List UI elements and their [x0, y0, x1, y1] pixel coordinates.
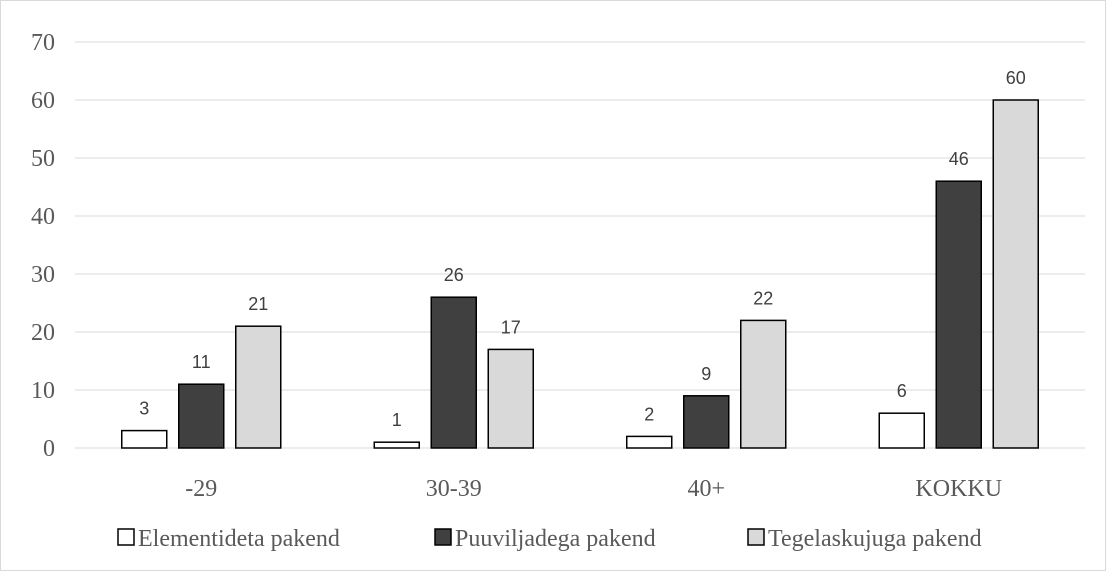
legend-swatch	[117, 528, 135, 546]
y-tick-label: 40	[31, 204, 55, 230]
data-label: 2	[644, 404, 654, 424]
y-tick-label: 70	[31, 30, 55, 56]
y-axis-ticks: 0 10 20 30 40 50 60 70	[31, 30, 55, 462]
data-label: 9	[701, 364, 711, 384]
y-tick-label: 30	[31, 262, 55, 288]
x-tick-label: 30-39	[426, 476, 482, 502]
data-label: 26	[444, 265, 464, 285]
data-labels: 3 11 21 1 26 17 2 9 22 6 46 60	[139, 68, 1026, 430]
x-tick-label: KOKKU	[915, 476, 1002, 502]
bar	[992, 99, 1039, 449]
legend-swatch	[747, 528, 765, 546]
data-label: 21	[248, 294, 268, 314]
x-axis-ticks: -29 30-39 40+ KOKKU	[185, 476, 1002, 502]
bar	[740, 319, 787, 449]
legend: Elementideta pakend Puuviljadega pakend Te…	[117, 526, 982, 552]
bar	[430, 296, 477, 449]
data-label: 11	[192, 352, 211, 372]
bar	[878, 412, 925, 449]
data-label: 46	[949, 149, 969, 169]
bar	[487, 348, 534, 449]
bar	[121, 429, 168, 449]
data-label: 22	[753, 288, 773, 308]
legend-label: Elementideta pakend	[138, 526, 340, 552]
bar	[235, 325, 282, 449]
bar	[373, 441, 420, 449]
gridlines	[75, 41, 1085, 449]
bar	[935, 180, 982, 449]
x-tick-label: -29	[185, 476, 217, 502]
legend-label: Puuviljadega pakend	[455, 526, 656, 552]
bar	[178, 383, 225, 449]
y-tick-label: 60	[31, 88, 55, 114]
bar	[626, 435, 673, 449]
x-tick-label: 40+	[687, 476, 725, 502]
legend-label: Tegelaskujuga pakend	[768, 526, 982, 552]
bar	[683, 395, 730, 449]
bars	[121, 99, 1039, 449]
y-tick-label: 50	[31, 146, 55, 172]
data-label: 3	[139, 399, 149, 419]
data-label: 6	[897, 381, 907, 401]
data-label: 17	[501, 317, 521, 337]
data-label: 1	[392, 410, 402, 430]
data-label: 60	[1006, 68, 1026, 88]
y-tick-label: 0	[43, 436, 55, 462]
y-tick-label: 20	[31, 320, 55, 346]
legend-swatch	[434, 528, 452, 546]
y-tick-label: 10	[31, 378, 55, 404]
